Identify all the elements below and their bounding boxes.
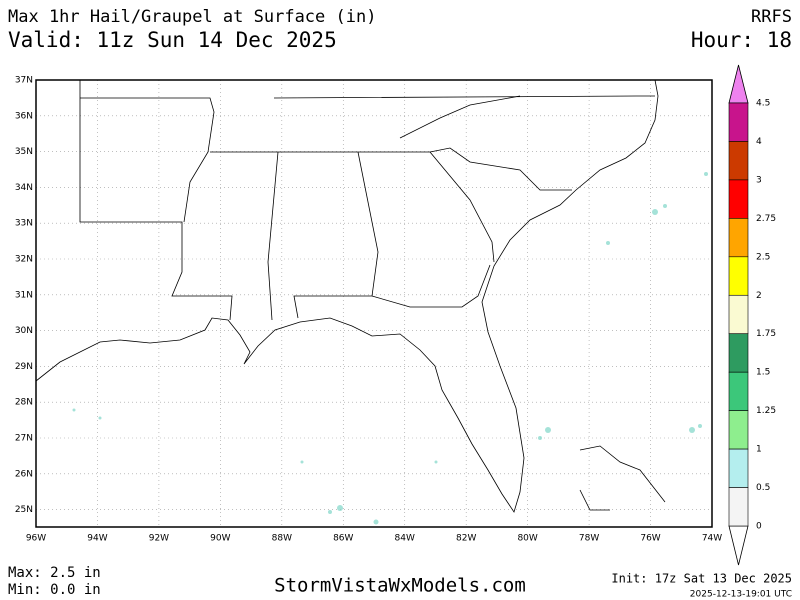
lat-label: 26N <box>15 469 33 479</box>
lat-label: 30N <box>15 326 33 336</box>
max-value: Max: 2.5 in <box>8 565 101 581</box>
colorbar <box>728 64 749 566</box>
colorbar-box <box>728 218 749 258</box>
map-frame <box>35 79 713 528</box>
lon-label: 96W <box>26 534 46 544</box>
lon-label: 78W <box>579 534 599 544</box>
colorbar-label: 0.5 <box>756 483 770 493</box>
lon-label: 80W <box>517 534 537 544</box>
colorbar-box <box>728 256 749 296</box>
valid-time: Valid: 11z Sun 14 Dec 2025 <box>8 28 337 52</box>
min-value: Min: 0.0 in <box>8 582 101 598</box>
lat-label: 28N <box>15 398 33 408</box>
colorbar-label: 2.5 <box>756 252 770 262</box>
colorbar-box <box>728 487 749 527</box>
colorbar-label: 2.75 <box>756 214 776 224</box>
colorbar-label: 4.5 <box>756 99 770 109</box>
colorbar-label: 1 <box>756 445 762 455</box>
hail-speckles <box>72 172 708 525</box>
lon-label: 90W <box>210 534 230 544</box>
colorbar-box <box>728 141 749 181</box>
lat-label: 32N <box>15 255 33 265</box>
colorbar-over <box>728 64 749 104</box>
lat-label: 34N <box>15 183 33 193</box>
lon-label: 74W <box>702 534 722 544</box>
lat-label: 33N <box>15 219 33 229</box>
grid <box>36 80 712 527</box>
lon-label: 94W <box>87 534 107 544</box>
colorbar-box <box>728 448 749 488</box>
init-time: Init: 17z Sat 13 Dec 2025 <box>611 572 792 586</box>
colorbar-box <box>728 102 749 142</box>
model: RRFS <box>751 7 792 27</box>
colorbar-label: 1.25 <box>756 406 776 416</box>
lon-label: 76W <box>640 534 660 544</box>
colorbar-label: 3 <box>756 175 762 185</box>
lat-label: 37N <box>15 76 33 86</box>
lat-label: 36N <box>15 111 33 121</box>
colorbar-label: 1.5 <box>756 368 770 378</box>
colorbar-box <box>728 179 749 219</box>
lat-label: 27N <box>15 434 33 444</box>
lat-label: 31N <box>15 290 33 300</box>
map-outlines <box>35 79 666 513</box>
lon-label: 86W <box>333 534 353 544</box>
colorbar-box <box>728 294 749 335</box>
forecast-hour: Hour: 18 <box>691 28 792 52</box>
timestamp: 2025-12-13-19:01 UTC <box>690 590 792 600</box>
colorbar-box <box>728 333 749 373</box>
lat-label: 25N <box>15 505 33 515</box>
lon-label: 92W <box>149 534 169 544</box>
colorbar-under <box>728 525 749 566</box>
lat-label: 29N <box>15 362 33 372</box>
lon-label: 82W <box>456 534 476 544</box>
colorbar-label: 2 <box>756 291 762 301</box>
colorbar-label: 0 <box>756 522 762 532</box>
site: StormVistaWxModels.com <box>274 575 526 597</box>
lon-label: 84W <box>395 534 415 544</box>
lat-label: 35N <box>15 147 33 157</box>
colorbar-box <box>728 371 749 411</box>
lon-label: 88W <box>272 534 292 544</box>
colorbar-box <box>728 410 749 450</box>
colorbar-label: 4 <box>756 137 762 147</box>
title: Max 1hr Hail/Graupel at Surface (in) <box>8 7 376 27</box>
colorbar-label: 1.75 <box>756 329 776 339</box>
